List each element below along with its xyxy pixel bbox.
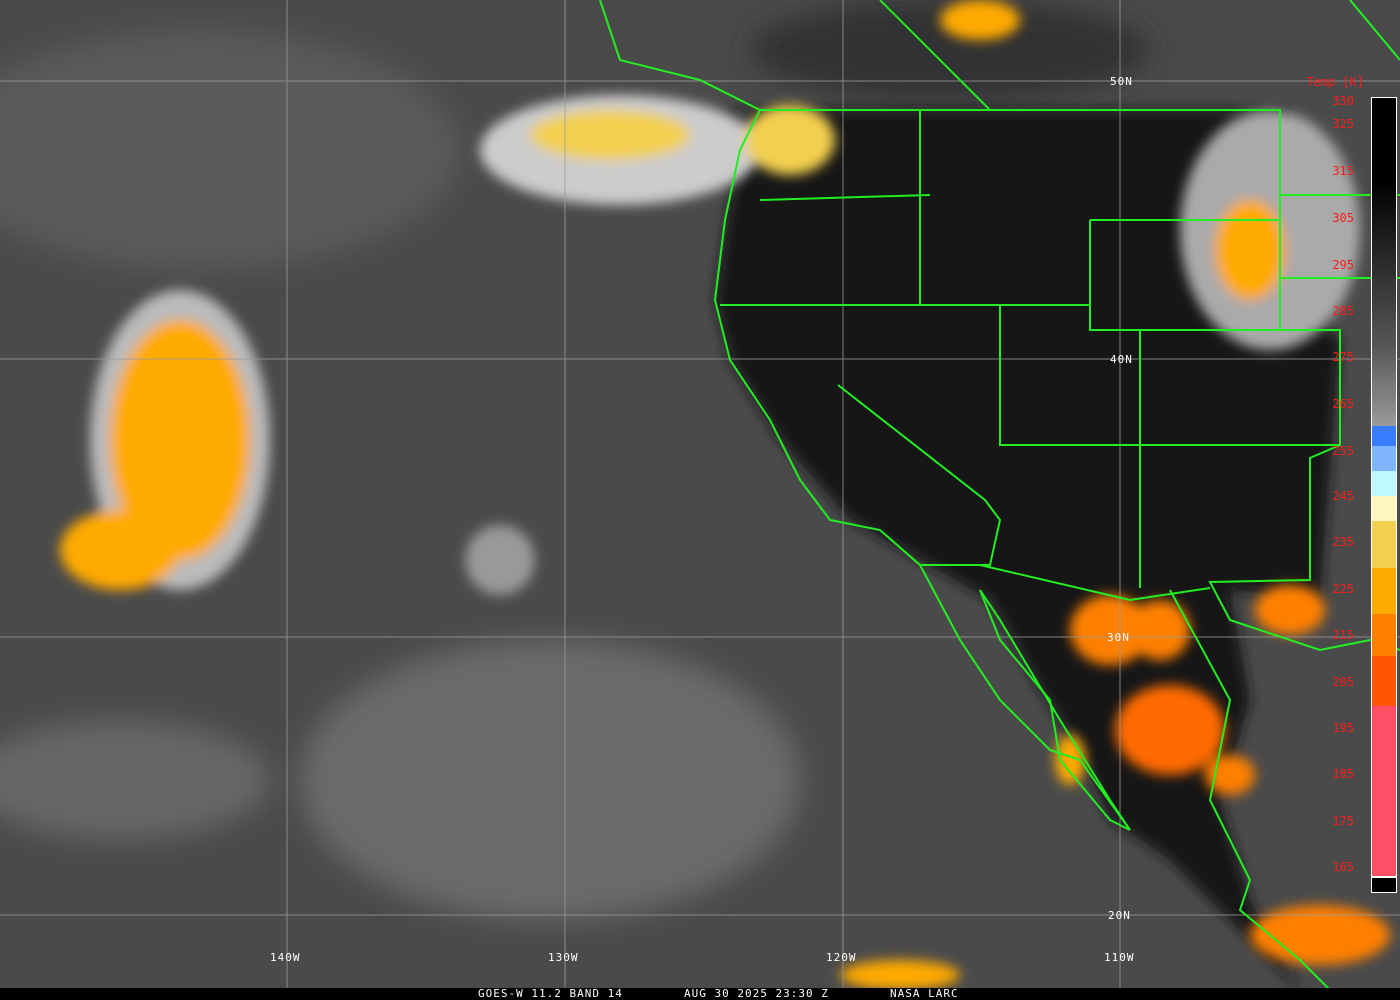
colorbar-segment xyxy=(1372,706,1396,876)
colorbar-tick-label: 215 xyxy=(1332,628,1354,642)
credit: NASA LARC xyxy=(890,987,959,1000)
lat-label: 20N xyxy=(1108,909,1131,922)
colorbar-segment xyxy=(1372,98,1396,426)
colorbar-tick-label: 165 xyxy=(1332,860,1354,874)
ocean-clouds xyxy=(0,0,1150,920)
colorbar-tick-label: 295 xyxy=(1332,258,1354,272)
colorbar-segment xyxy=(1372,426,1396,446)
colorbar-tick-label: 285 xyxy=(1332,304,1354,318)
colorbar-tick-label: 195 xyxy=(1332,721,1354,735)
colorbar-segment xyxy=(1372,568,1396,614)
colorbar-tick-label: 185 xyxy=(1332,767,1354,781)
timestamp: AUG 30 2025 23:30 Z xyxy=(684,987,829,1000)
lat-label: 30N xyxy=(1107,631,1130,644)
colorbar-segment xyxy=(1372,446,1396,471)
colorbar-tick-label: 205 xyxy=(1332,675,1354,689)
colorbar-tick-label: 175 xyxy=(1332,814,1354,828)
lon-label: 120W xyxy=(826,951,857,964)
colorbar-tick-label: 265 xyxy=(1332,397,1354,411)
temperature-colorbar xyxy=(1371,97,1397,893)
colorbar-tick-label: 245 xyxy=(1332,489,1354,503)
colorbar-tick-label: 255 xyxy=(1332,444,1354,458)
colorbar-title: Temp [K] xyxy=(1306,75,1364,89)
lat-label: 50N xyxy=(1110,75,1133,88)
lat-label: 40N xyxy=(1110,353,1133,366)
colorbar-segment xyxy=(1372,521,1396,568)
colorbar-segment xyxy=(1372,614,1396,656)
colorbar-segment xyxy=(1372,656,1396,706)
lon-label: 130W xyxy=(548,951,579,964)
colorbar-segment xyxy=(1372,878,1396,892)
colorbar-tick-label: 330 xyxy=(1332,94,1354,108)
image-caption: GOES-W 11.2 BAND 14 AUG 30 2025 23:30 Z … xyxy=(0,988,1400,1000)
colorbar-tick-label: 315 xyxy=(1332,164,1354,178)
colorbar-segment xyxy=(1372,496,1396,521)
lon-label: 140W xyxy=(270,951,301,964)
colorbar-tick-label: 235 xyxy=(1332,535,1354,549)
colorbar-tick-label: 305 xyxy=(1332,211,1354,225)
lon-label: 110W xyxy=(1104,951,1135,964)
political-borders xyxy=(599,0,1400,991)
satellite-band: GOES-W 11.2 BAND 14 xyxy=(478,987,623,1000)
cloud-systems xyxy=(60,0,1390,990)
colorbar-tick-label: 325 xyxy=(1332,117,1354,131)
colorbar-tick-label: 225 xyxy=(1332,582,1354,596)
colorbar-tick-label: 275 xyxy=(1332,350,1354,364)
colorbar-segment xyxy=(1372,876,1396,878)
colorbar-segment xyxy=(1372,471,1396,496)
